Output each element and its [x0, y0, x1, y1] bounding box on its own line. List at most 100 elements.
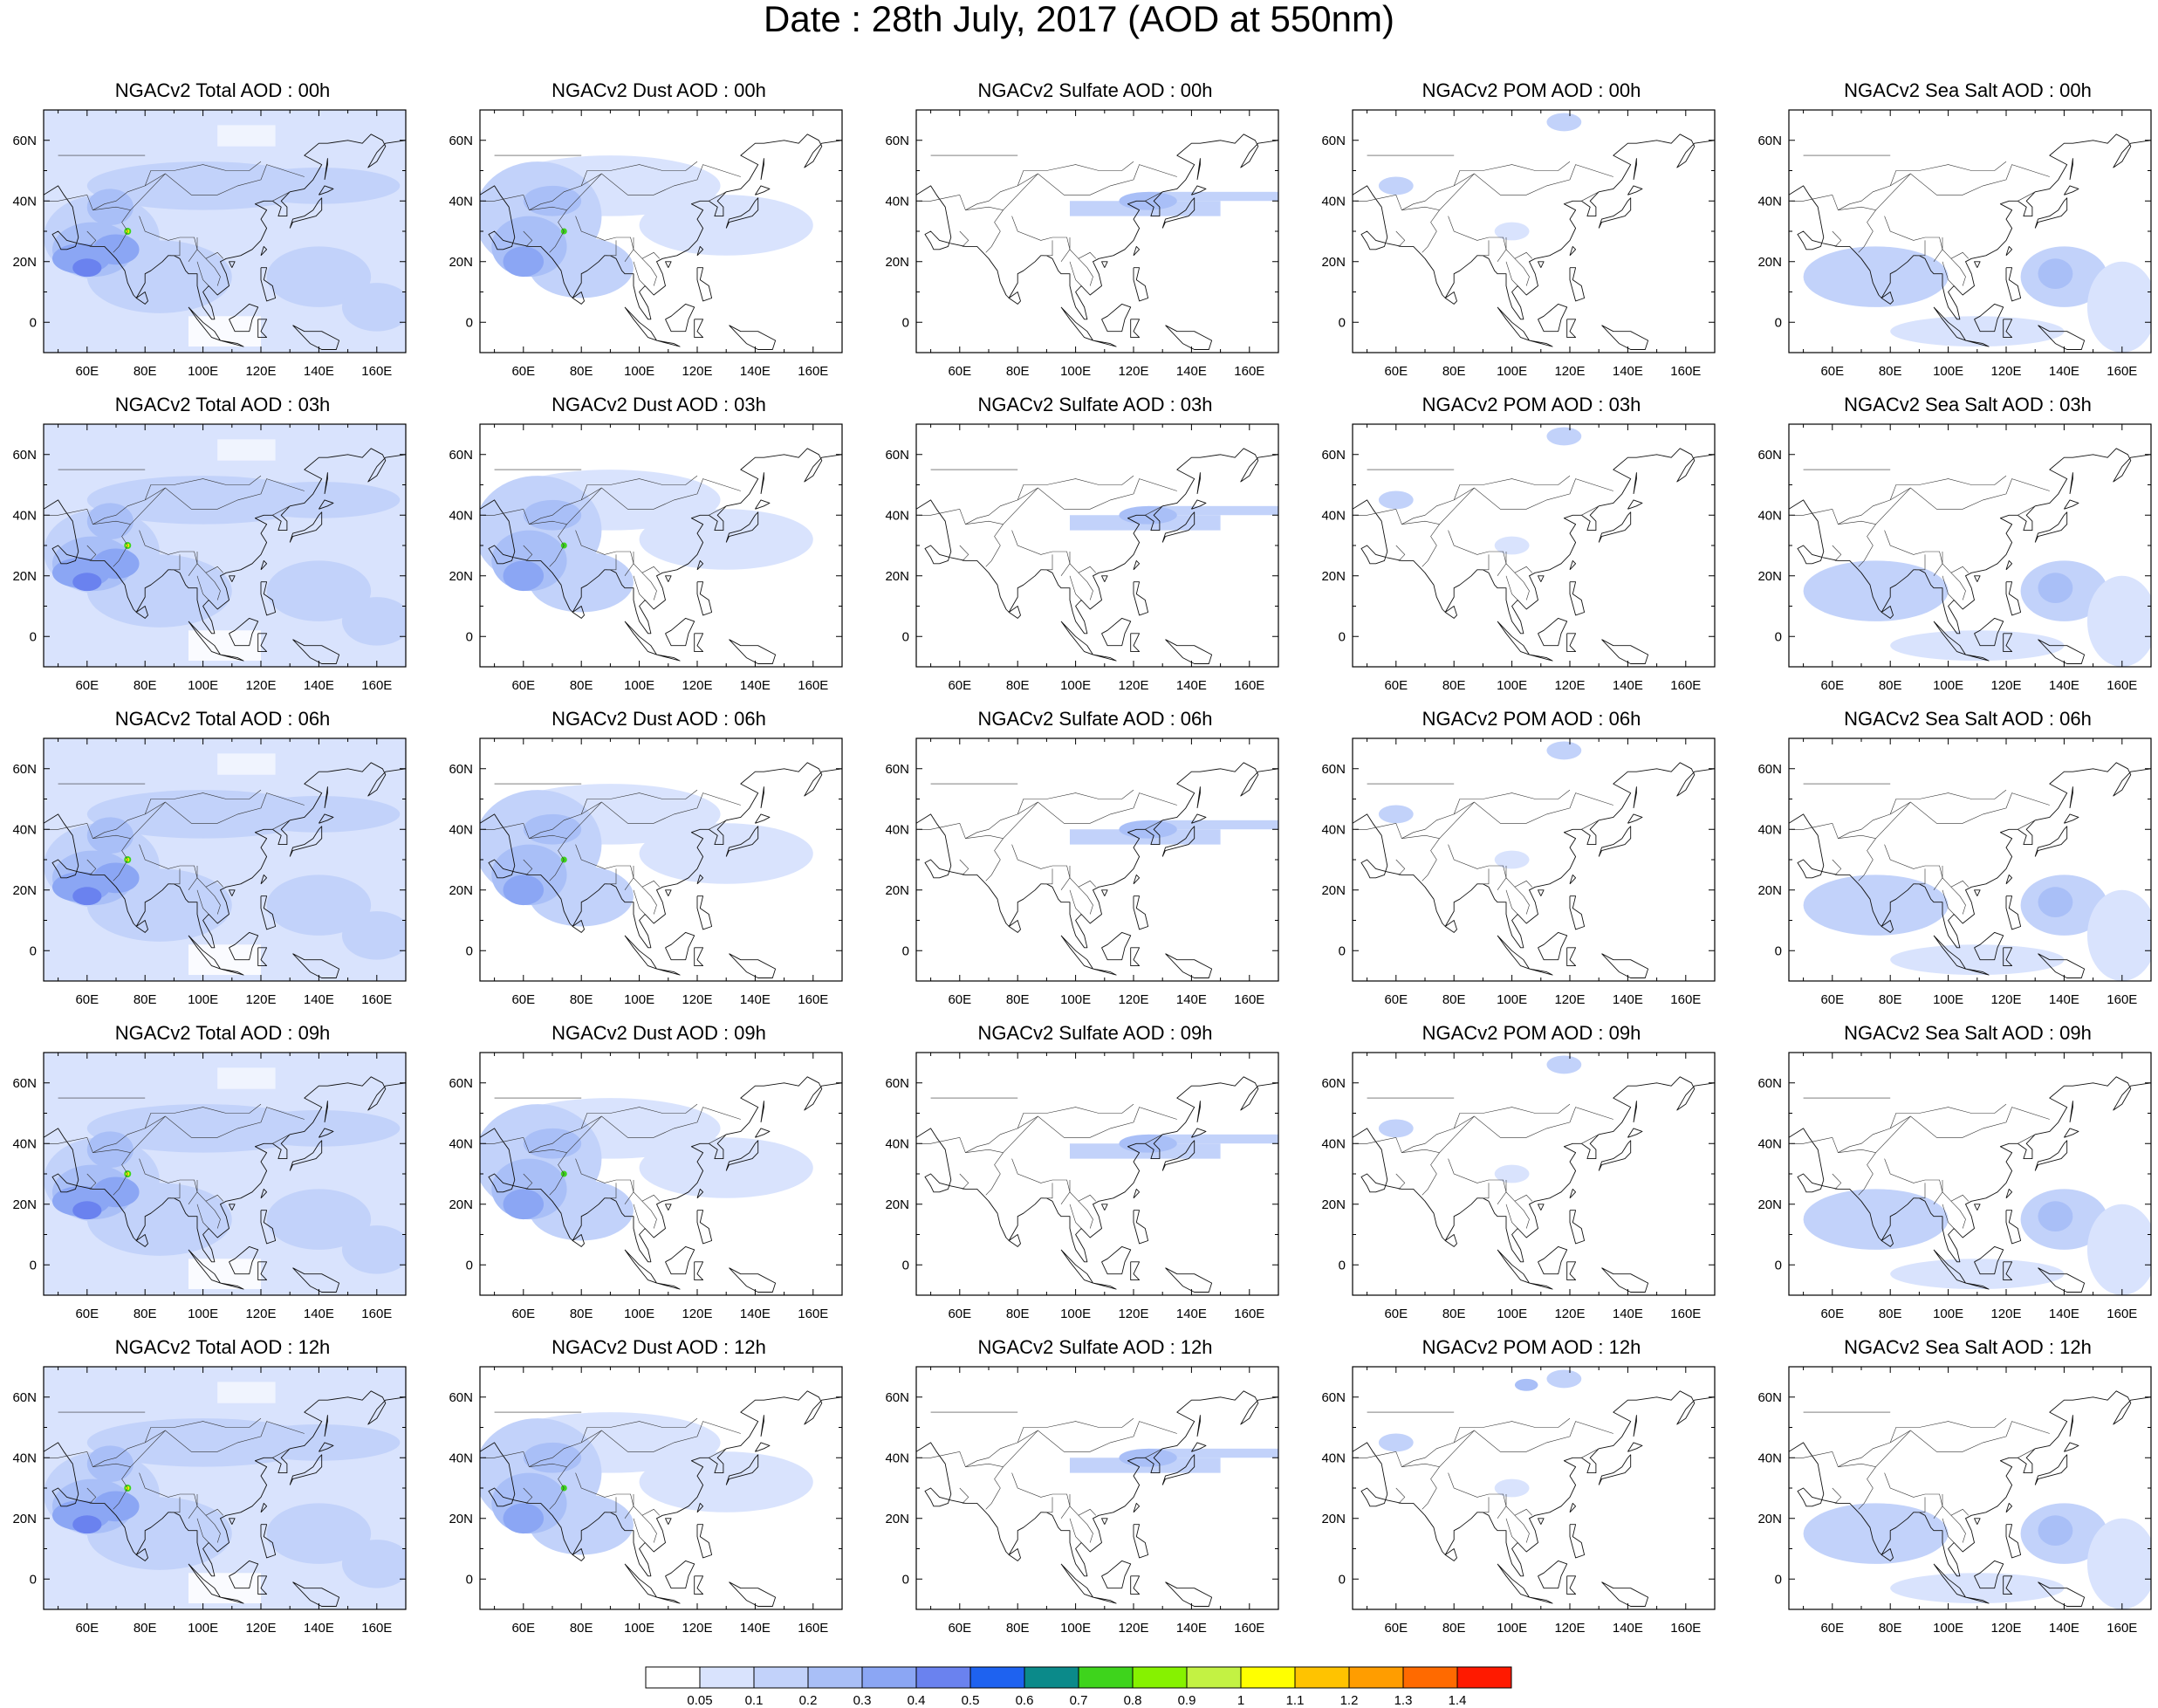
- aod-shade: [1119, 820, 1177, 839]
- lat-tick-label: 20N: [449, 255, 473, 270]
- coastline: [289, 511, 323, 543]
- lat-tick-label: 0: [1775, 943, 1782, 958]
- aod-shade: [266, 875, 372, 936]
- aod-shade: [1803, 875, 1949, 936]
- country-border: [1453, 1417, 1571, 1444]
- lon-tick-label: 140E: [304, 364, 334, 379]
- coastline: [2069, 1415, 2073, 1437]
- lon-tick-label: 160E: [2107, 364, 2137, 379]
- map-plot: 60E 80E 100E 120E 140E 160E 60N 40N 20N 0: [885, 423, 1279, 693]
- aod-shade: [1890, 1259, 2065, 1290]
- country-border: [1505, 1518, 1518, 1543]
- country-border: [1395, 230, 1414, 247]
- country-border: [965, 478, 1177, 525]
- aod-shade: [1119, 1134, 1177, 1153]
- lat-tick-label: 60N: [885, 134, 909, 148]
- country-border: [1889, 1417, 2007, 1444]
- coastline: [760, 158, 764, 180]
- coastline: [260, 1502, 268, 1513]
- coastline: [1633, 1101, 1637, 1122]
- coastline: [1130, 947, 1141, 967]
- country-border: [1884, 216, 1970, 259]
- country-border: [575, 1472, 661, 1516]
- country-border: [1422, 524, 1440, 567]
- coastline: [1529, 1596, 1553, 1604]
- country-border: [1942, 889, 1955, 915]
- lon-tick-label: 80E: [570, 364, 593, 379]
- country-border: [1145, 1448, 1163, 1458]
- lon-tick-label: 140E: [2049, 678, 2079, 693]
- country-border: [709, 1134, 727, 1144]
- country-border: [205, 258, 221, 286]
- lat-tick-label: 0: [30, 629, 37, 644]
- map-plot: 60E 80E 100E 120E 140E 160E 60N 40N 20N 0: [1321, 1366, 1716, 1636]
- lat-tick-label: 60N: [449, 448, 473, 463]
- aod-field: [1378, 741, 1582, 869]
- lon-tick-label: 100E: [1933, 678, 1963, 693]
- lat-tick-label: 0: [1775, 629, 1782, 644]
- lat-tick-label: 20N: [1321, 1197, 1346, 1212]
- coastline: [656, 1282, 681, 1290]
- coastline: [1627, 813, 1643, 824]
- lon-tick-label: 60E: [511, 678, 535, 693]
- aod-shade: [2038, 887, 2073, 918]
- country-border: [1791, 1136, 1839, 1153]
- colorbar-label: 0.5: [962, 1693, 980, 1708]
- aod-field: [480, 1412, 813, 1555]
- aod-field: [1069, 191, 1278, 216]
- colorbar-swatch: [915, 1666, 971, 1689]
- panel-title: NGACv2 Dust AOD : 12h: [551, 1336, 766, 1358]
- country-border: [1044, 1497, 1053, 1513]
- country-border: [1401, 173, 1475, 210]
- coastline: [2005, 1210, 2022, 1245]
- coastline: [1974, 889, 1981, 896]
- lat-tick-label: 20N: [1321, 569, 1346, 584]
- coastline: [696, 581, 713, 616]
- lon-tick-label: 80E: [1879, 992, 1902, 1007]
- aod-shade: [2038, 1201, 2073, 1232]
- aod-shade: [1378, 805, 1414, 824]
- country-border: [1916, 868, 1926, 885]
- lon-tick-label: 120E: [1990, 992, 2021, 1007]
- aod-field: [480, 155, 813, 298]
- lon-tick-label: 60E: [948, 1307, 971, 1321]
- lon-tick-label: 80E: [134, 364, 157, 379]
- lon-tick-label: 100E: [188, 678, 218, 693]
- coastline: [1965, 340, 1990, 347]
- coastline: [1881, 1234, 1894, 1247]
- map-panel-total-0: NGACv2 Total AOD : 00h 60E 80E 100E 120E 140E…: [0, 79, 428, 384]
- lon-tick-label: 100E: [1060, 992, 1091, 1007]
- coastline: [220, 340, 244, 347]
- aod-shade: [341, 1225, 406, 1274]
- country-border: [1145, 191, 1163, 202]
- coastline: [1060, 935, 1093, 970]
- coastline: [257, 319, 268, 339]
- coastline: [729, 1267, 777, 1293]
- country-border: [959, 1487, 977, 1504]
- country-border: [1060, 1180, 1071, 1204]
- aod-field: [480, 470, 813, 613]
- lon-tick-label: 140E: [1176, 1621, 1207, 1636]
- country-border: [709, 505, 727, 516]
- coastline: [1974, 1245, 2004, 1275]
- lon-tick-label: 60E: [1384, 678, 1408, 693]
- country-border: [1448, 216, 1533, 259]
- country-border: [113, 838, 131, 881]
- coastline: [289, 1140, 323, 1171]
- map-panel-total-2: NGACv2 Total AOD : 06h 60E 80E 100E 120E 140E…: [0, 707, 428, 1012]
- lon-tick-label: 100E: [188, 1307, 218, 1321]
- country-border: [633, 1518, 646, 1543]
- coastlines: [44, 1390, 406, 1607]
- coastline: [656, 1596, 681, 1604]
- coastline: [229, 1518, 236, 1525]
- coastline: [2064, 499, 2079, 510]
- country-border: [1453, 1103, 1571, 1129]
- coastline: [1538, 617, 1568, 647]
- coastline: [1974, 575, 1981, 582]
- coastline: [324, 786, 328, 808]
- country-border: [483, 822, 530, 839]
- country-border: [1355, 194, 1402, 210]
- country-border: [1916, 554, 1926, 571]
- coastline: [1133, 581, 1149, 616]
- country-border: [523, 1173, 541, 1190]
